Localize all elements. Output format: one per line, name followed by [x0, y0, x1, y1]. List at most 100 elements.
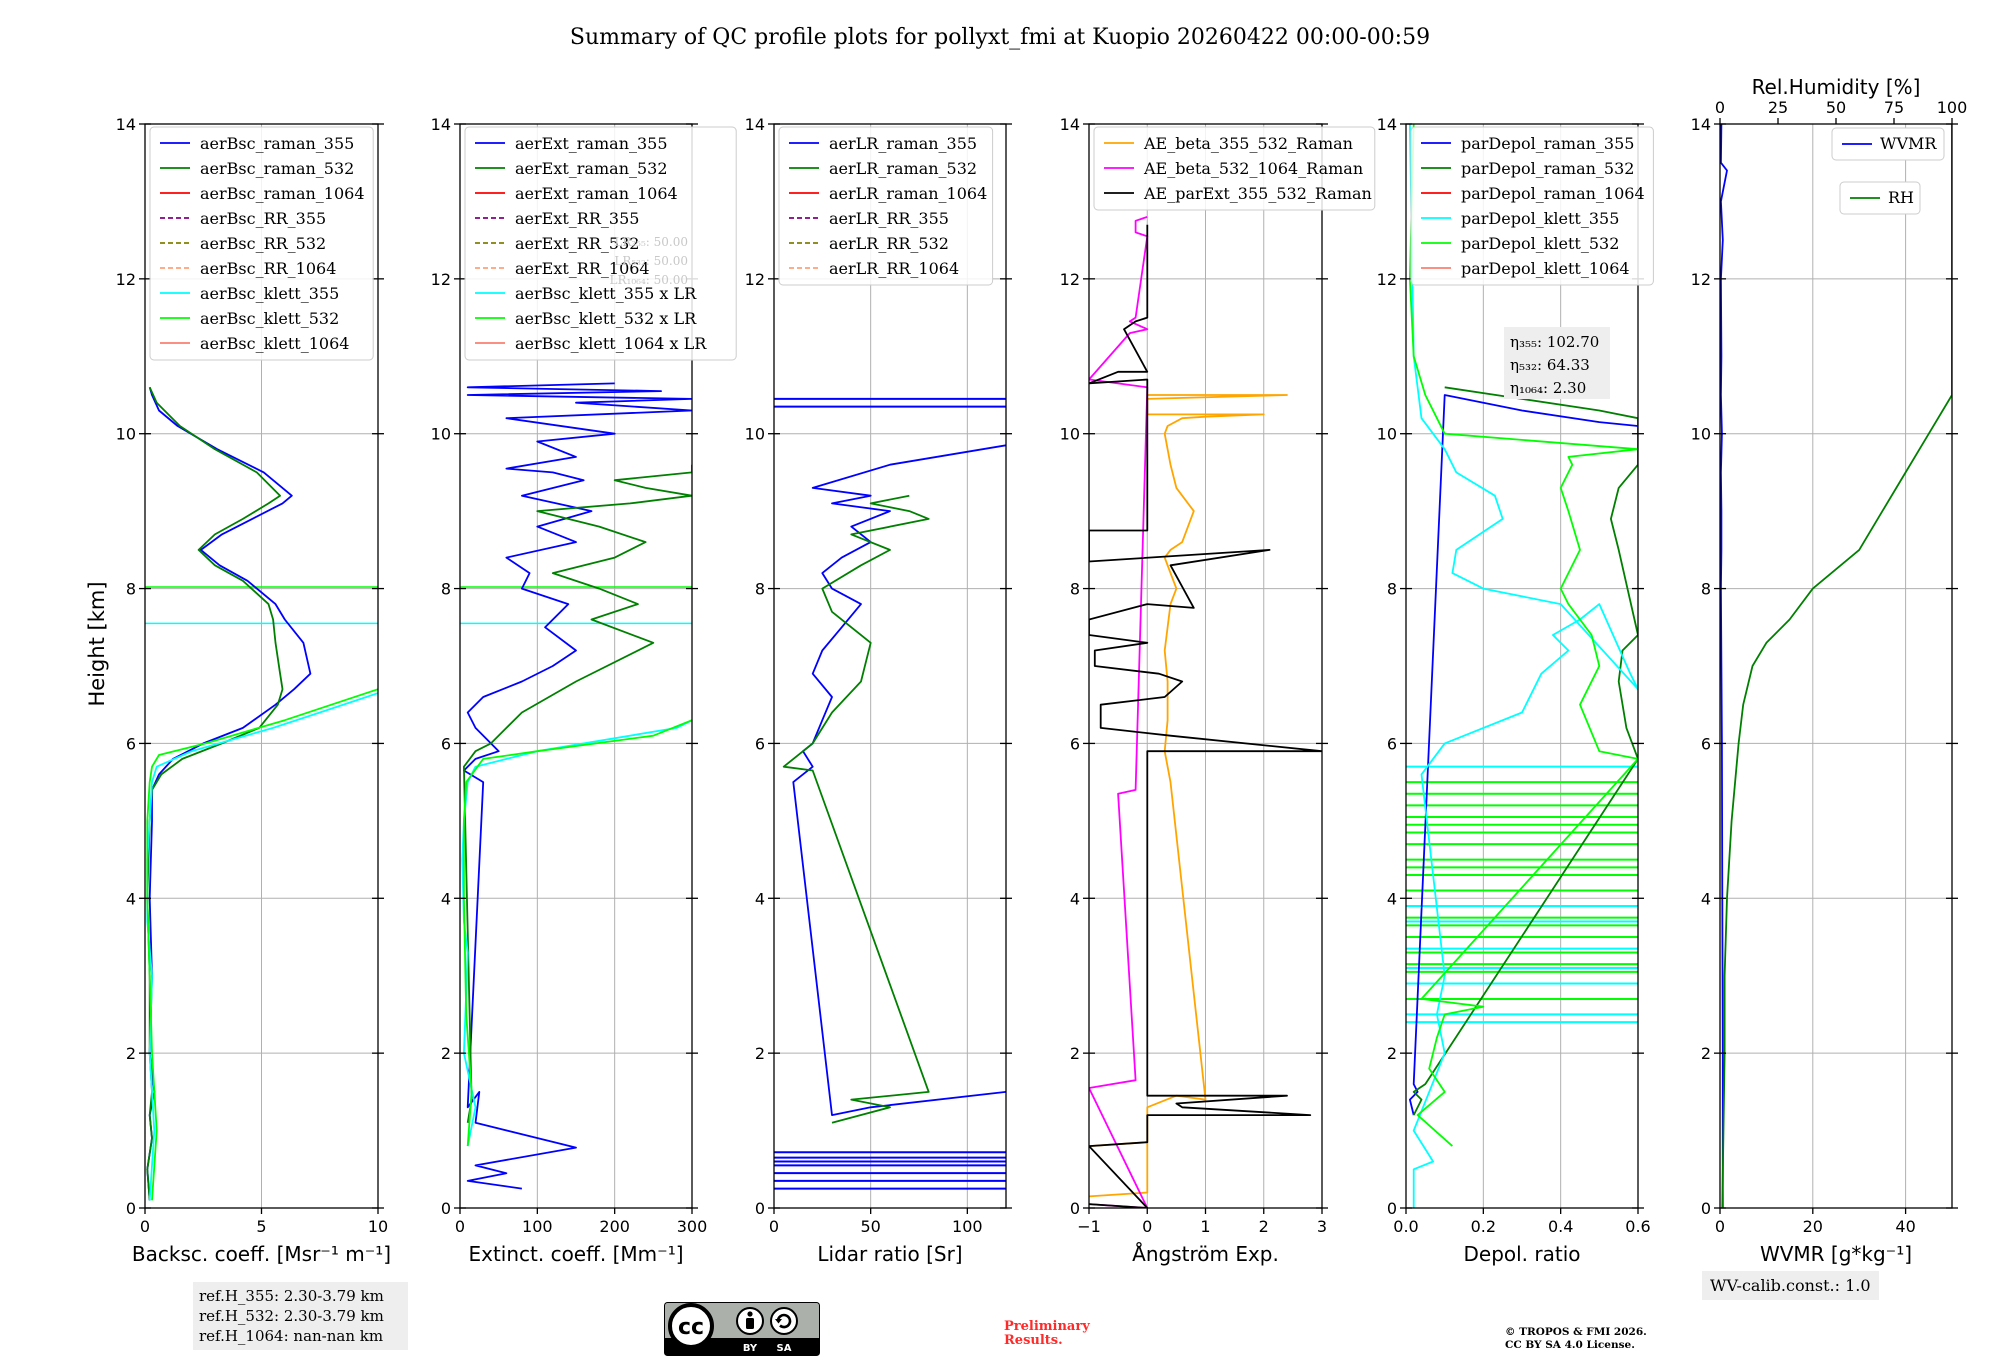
legend-label: AE_beta_532_1064_Raman [1143, 159, 1363, 178]
legend-label: aerLR_raman_355 [829, 134, 977, 153]
series-parDepol_raman_355 [1409, 394, 1638, 1116]
x-tick-label: 0 [769, 1217, 779, 1236]
legend-label: AE_beta_355_532_Raman [1143, 134, 1353, 153]
preliminary-results-note: Preliminary Results. [1004, 1320, 1090, 1348]
legend-box [778, 126, 994, 286]
x-tick-label: 100 [952, 1217, 983, 1236]
y-tick-label: 12 [745, 270, 765, 289]
y-tick-label: 10 [745, 425, 765, 444]
preliminary-line-1: Preliminary [1004, 1319, 1090, 1334]
series-aerExt_raman_355 [462, 382, 692, 1190]
series-AE_parExt_355_532_Raman [1089, 224, 1322, 1208]
legend-box [1093, 126, 1376, 211]
y-tick-label: 14 [1691, 115, 1711, 134]
y-tick-label: 4 [126, 889, 136, 908]
eta-box [1504, 327, 1610, 399]
x-axis-label-ext: Extinct. coeff. [Mm⁻¹] [468, 1242, 683, 1266]
legend-label: aerExt_RR_532 [515, 234, 639, 253]
y-tick-label: 8 [126, 580, 136, 599]
panel-ext: 0 2 4 6 8 10 12 14 0 100 200 300 Extinct. coeff. [Mm… [431, 115, 737, 1266]
top-x-tick-label: 100 [1937, 98, 1968, 117]
y-tick-label: 4 [1387, 889, 1397, 908]
y-tick-label: 0 [1070, 1199, 1080, 1218]
legend-label: aerBsc_raman_355 [200, 134, 354, 153]
y-tick-label: 10 [1060, 425, 1080, 444]
x-tick-label: 200 [599, 1217, 630, 1236]
x-tick-label: 40 [1895, 1217, 1915, 1236]
legend-label: aerExt_raman_1064 [515, 184, 678, 203]
series-WVMR [1720, 124, 1728, 1208]
series-parDepol_raman_532 [1412, 386, 1638, 1116]
x-axis-label-ae: Ångström Exp. [1132, 1242, 1279, 1266]
sa-icon [770, 1307, 798, 1335]
legend-label: parDepol_raman_1064 [1461, 184, 1645, 203]
y-tick-label: 14 [1377, 115, 1397, 134]
legend-label: aerBsc_raman_532 [200, 159, 354, 178]
y-tick-label: 6 [126, 734, 136, 753]
series-aerBsc_klett_532 x LR [462, 719, 692, 1147]
y-axis-label: Height [km] [85, 581, 109, 706]
eta-label: η₅₃₂: 64.33 [1510, 356, 1590, 374]
plot-area-ext [460, 382, 692, 1190]
figure-title: Summary of QC profile plots for pollyxt_… [570, 25, 1430, 50]
y-tick-label: 14 [116, 115, 136, 134]
series-AE_beta_532_1064_Raman [1089, 216, 1149, 1208]
y-tick-label: 8 [1387, 580, 1397, 599]
x-tick-label: 0.2 [1471, 1217, 1496, 1236]
y-tick-label: 0 [1701, 1199, 1711, 1218]
copyright-line-1: © TROPOS & FMI 2026. [1505, 1326, 1647, 1338]
cc-by-sa-badge: cc BY SA [664, 1302, 820, 1356]
y-tick-label: 0 [755, 1199, 765, 1218]
y-tick-label: 8 [441, 580, 451, 599]
panel-bsc: 0 2 4 6 8 10 12 14 0 5 10 Backsc. coeff. [Msr⁻¹ m⁻¹… [116, 115, 391, 1266]
y-tick-label: 4 [755, 889, 765, 908]
y-tick-label: 4 [441, 889, 451, 908]
x-tick-label: 100 [522, 1217, 553, 1236]
legend-label: aerLR_raman_1064 [829, 184, 987, 203]
legend-label: aerBsc_klett_532 [200, 309, 339, 328]
y-tick-label: 6 [441, 734, 451, 753]
series-aerBsc_klett_355 x LR [461, 719, 692, 1147]
axes-frame [773, 123, 1007, 1209]
plot-area-wv [1720, 124, 1952, 1208]
y-tick-label: 4 [1070, 889, 1080, 908]
x-tick-label: 300 [677, 1217, 708, 1236]
x-tick-label: 5 [256, 1217, 266, 1236]
y-tick-label: 6 [1701, 734, 1711, 753]
x-axis-label-lr: Lidar ratio [Sr] [817, 1242, 962, 1266]
legend-label: aerBsc_klett_355 [200, 284, 339, 303]
y-tick-label: 0 [441, 1199, 451, 1218]
legend-label: aerLR_RR_532 [829, 234, 949, 253]
y-tick-label: 12 [1060, 270, 1080, 289]
y-tick-label: 8 [1070, 580, 1080, 599]
x-axis-label-bsc: Backsc. coeff. [Msr⁻¹ m⁻¹] [132, 1242, 391, 1266]
y-tick-label: 12 [431, 270, 451, 289]
y-tick-label: 8 [755, 580, 765, 599]
ref-h-532: ref.H_532: 2.30-3.79 km [199, 1307, 384, 1325]
legend-label: aerBsc_klett_355 x LR [515, 284, 697, 303]
top-axis-label: Rel.Humidity [%] [1752, 75, 1921, 99]
y-tick-label: 4 [1701, 889, 1711, 908]
legend-label: aerBsc_klett_532 x LR [515, 309, 697, 328]
plot-area-lr [774, 397, 1006, 1190]
x-axis-label-wv: WVMR [g*kg⁻¹] [1760, 1242, 1912, 1266]
y-tick-label: 14 [745, 115, 765, 134]
cc-by-label: BY [743, 1343, 758, 1354]
plot-area-depol [1406, 124, 1638, 1208]
y-tick-label: 10 [1377, 425, 1397, 444]
series-aerLR_raman_355 [792, 444, 1006, 1116]
legend-label: aerBsc_RR_355 [200, 209, 326, 228]
x-tick-label: 0.6 [1625, 1217, 1650, 1236]
legend-label: aerBsc_RR_532 [200, 234, 326, 253]
lr-annotation: LR₃₅₅: 50.00 [614, 235, 688, 249]
legend-box [464, 126, 737, 361]
legend-label: aerBsc_raman_1064 [200, 184, 365, 203]
series-aerLR_raman_532 [782, 494, 930, 1124]
y-tick-label: 14 [1060, 115, 1080, 134]
x-tick-label: 3 [1317, 1217, 1327, 1236]
axes-frame [1405, 123, 1639, 1209]
series-AE_beta_355_532_Raman [1089, 394, 1288, 1198]
ref-h-1064: ref.H_1064: nan-nan km [199, 1327, 384, 1345]
legend-label: aerExt_RR_1064 [515, 259, 650, 278]
legend-box [149, 126, 374, 361]
